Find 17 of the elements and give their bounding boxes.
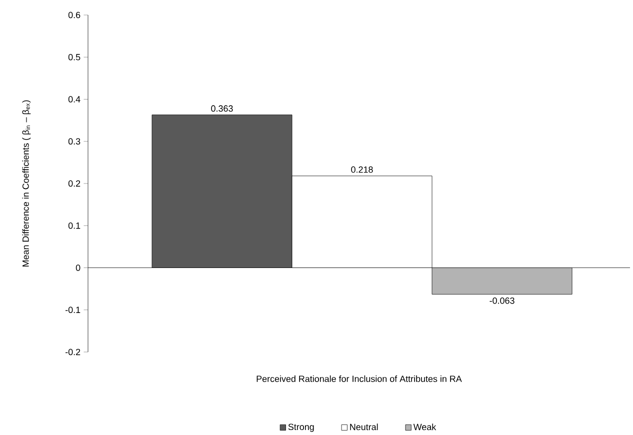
y-axis-title: Mean Difference in Coefficients ( β$_{in}$ – β$_{ex}$) bbox=[22, 100, 31, 266]
y-tick-label: 0.1 bbox=[68, 222, 80, 229]
legend-label: Weak bbox=[413, 423, 436, 430]
data-label: 0.218 bbox=[351, 166, 373, 173]
legend-label: Neutral bbox=[350, 423, 378, 430]
y-tick-label: 0.4 bbox=[68, 96, 80, 102]
y-tick-label: 0.3 bbox=[68, 138, 80, 144]
y-tick-label: -0.1 bbox=[66, 306, 80, 313]
y-tick-label: 0.5 bbox=[68, 54, 80, 60]
data-label: -0.063 bbox=[490, 297, 514, 304]
legend-label: Strong bbox=[288, 423, 314, 432]
y-tick-label: 0.6 bbox=[68, 12, 80, 18]
x-axis-title: Perceived Rationale for Inclusion of Attributes in RA bbox=[256, 375, 462, 382]
data-label: 0.363 bbox=[211, 105, 233, 112]
y-tick-label: 0 bbox=[76, 264, 80, 271]
y-tick-label: 0.2 bbox=[68, 180, 80, 186]
y-tick-label: -0.2 bbox=[66, 348, 80, 355]
